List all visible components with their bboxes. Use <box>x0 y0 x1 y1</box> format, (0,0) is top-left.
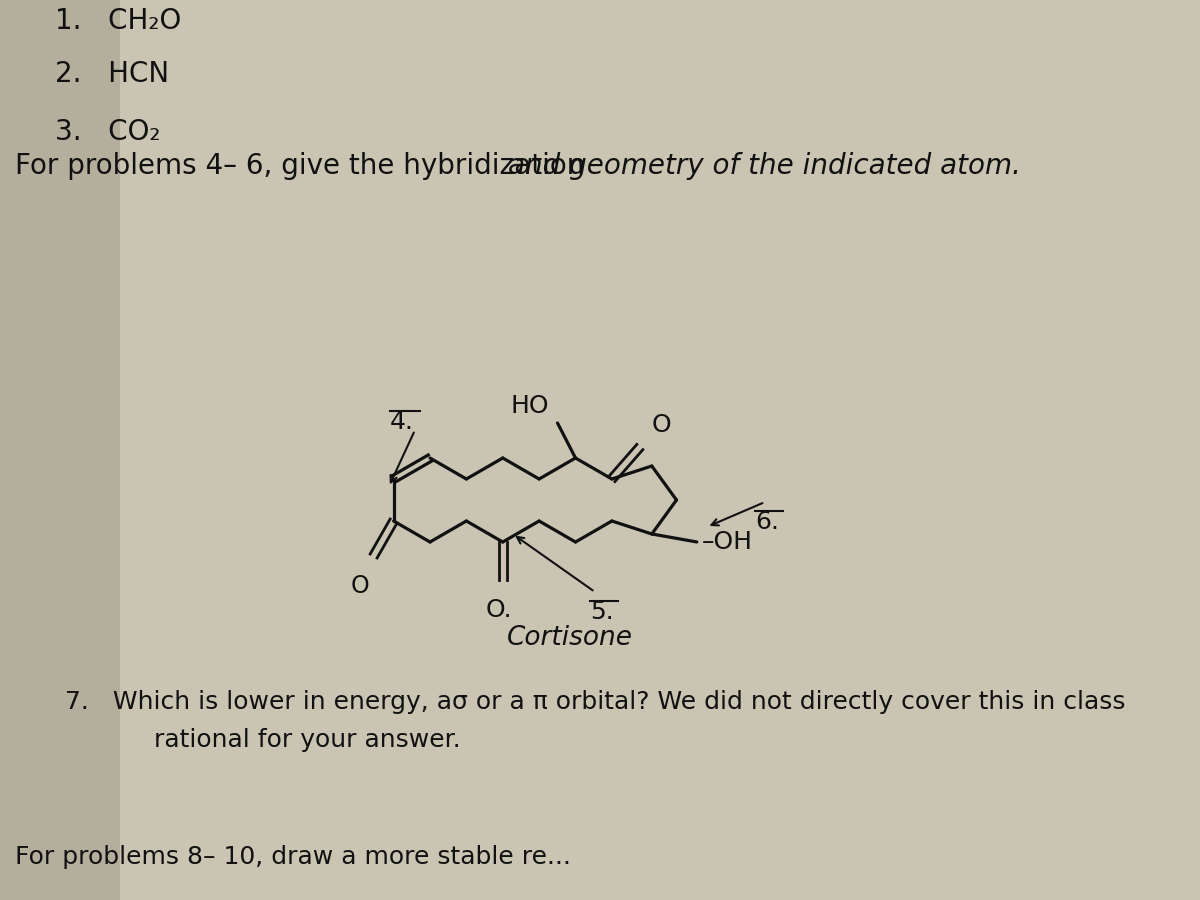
Text: and geometry of the indicated atom.: and geometry of the indicated atom. <box>508 152 1021 180</box>
Text: O: O <box>652 413 672 437</box>
Text: O.: O. <box>486 598 512 622</box>
Text: rational for your answer.: rational for your answer. <box>90 728 461 752</box>
Text: 1.   CH₂O: 1. CH₂O <box>55 7 181 35</box>
Text: 4.: 4. <box>390 410 414 434</box>
Text: Cortisone: Cortisone <box>508 625 634 651</box>
Text: For problems 8– 10, draw a more stable re...: For problems 8– 10, draw a more stable r… <box>14 845 571 869</box>
Text: For problems 4– 6, give the hybridization: For problems 4– 6, give the hybridizatio… <box>14 152 593 180</box>
Text: 6.: 6. <box>755 510 779 534</box>
Text: 7.   Which is lower in energy, aσ or a π orbital? We did not directly cover this: 7. Which is lower in energy, aσ or a π o… <box>65 690 1126 714</box>
Bar <box>0 0 120 900</box>
Text: HO: HO <box>510 394 548 418</box>
Text: 2.   HCN: 2. HCN <box>55 60 169 88</box>
Text: O: O <box>350 574 370 598</box>
Text: 3.   CO₂: 3. CO₂ <box>55 118 161 146</box>
Text: 5.: 5. <box>590 600 613 624</box>
Text: –OH: –OH <box>702 530 752 554</box>
